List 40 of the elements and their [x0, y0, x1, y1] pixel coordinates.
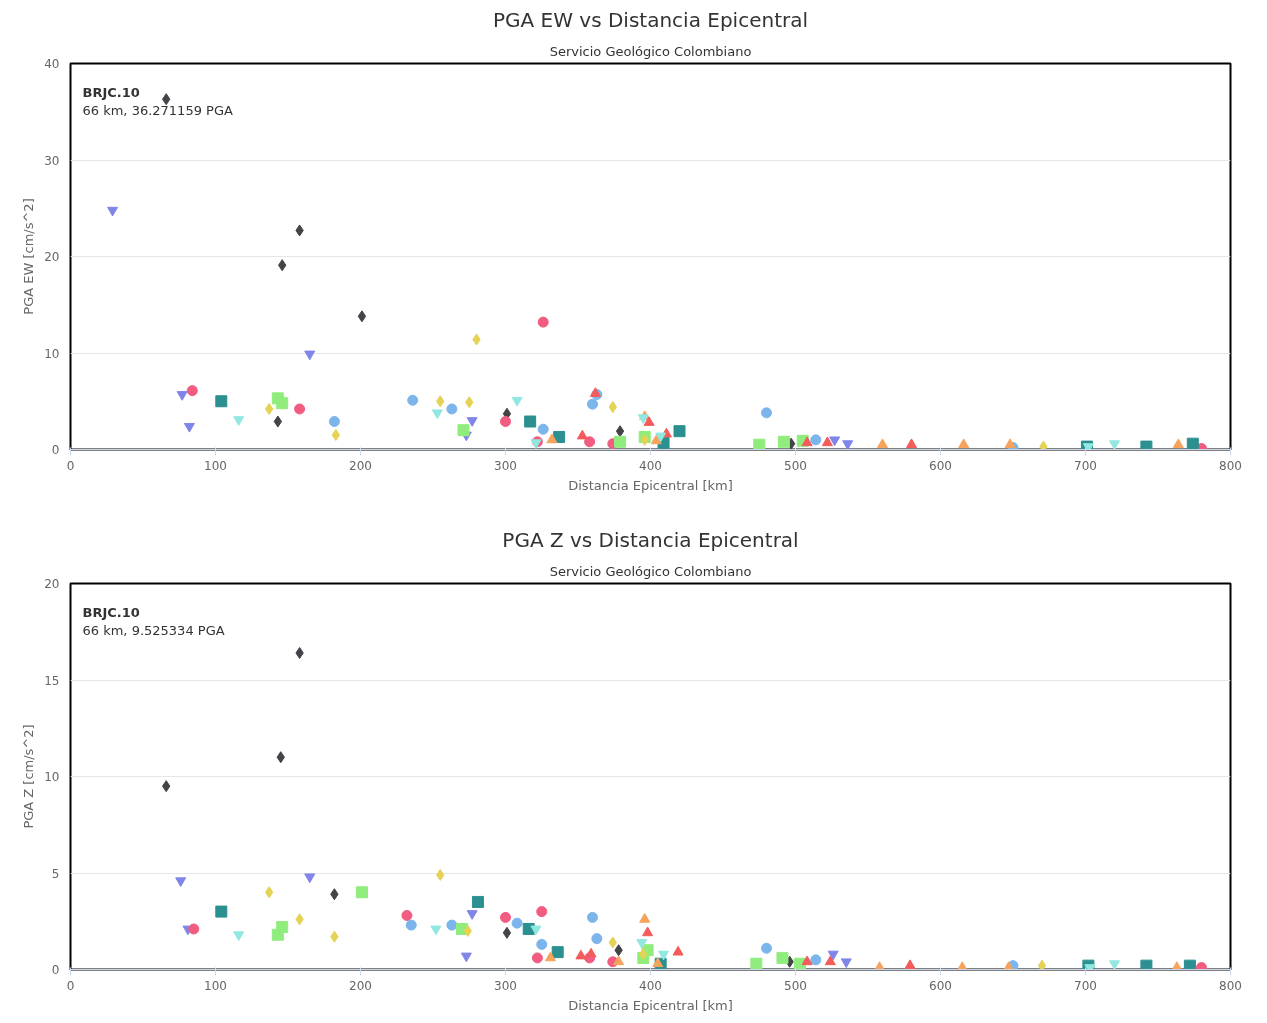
x-tick-label: 0 [66, 458, 75, 473]
x-tick-label: 600 [929, 978, 952, 993]
chart-title: PGA EW vs Distancia Epicentral [492, 7, 809, 32]
y-tick-label: 10 [44, 346, 60, 361]
x-tick-label: 200 [349, 458, 372, 473]
x-tick-label: 700 [1074, 978, 1097, 993]
x-axis-title: Distancia Epicentral [km] [568, 477, 733, 493]
y-axis-title: PGA EW [cm/s^2] [21, 198, 37, 315]
x-tick-label: 500 [784, 978, 807, 993]
x-tick-label: 700 [1074, 458, 1097, 473]
y-tick-label: 20 [44, 577, 60, 591]
annotation: BRJC.10 [82, 604, 140, 620]
y-tick-label: 40 [44, 57, 60, 71]
x-tick-label: 100 [204, 458, 227, 473]
x-tick-label: 500 [784, 458, 807, 473]
x-tick-label: 300 [494, 978, 517, 993]
x-axis-title: Distancia Epicentral [km] [568, 997, 733, 1013]
x-tick-label: 300 [494, 458, 517, 473]
y-tick-label: 30 [44, 153, 60, 168]
x-tick-label: 0 [66, 978, 75, 993]
x-tick-label: 100 [204, 978, 227, 993]
chart-title: PGA Z vs Distancia Epicentral [502, 527, 799, 552]
x-tick-label: 800 [1219, 458, 1242, 473]
x-tick-label: 200 [349, 978, 372, 993]
annotation: 66 km, 9.525334 PGA [82, 622, 225, 638]
annotation: 66 km, 36.271159 PGA [82, 102, 233, 118]
x-tick-label: 600 [929, 458, 952, 473]
chart-subtitle: Servicio Geológico Colombiano [549, 43, 752, 59]
annotation: BRJC.10 [82, 84, 140, 100]
y-tick-label: 10 [44, 770, 60, 784]
chart-subtitle: Servicio Geológico Colombiano [549, 563, 752, 579]
y-tick-label: 0 [51, 963, 60, 977]
x-tick-label: 400 [639, 458, 662, 473]
y-axis-title: PGA Z [cm/s^2] [21, 724, 37, 829]
x-tick-label: 400 [639, 978, 662, 993]
y-tick-label: 0 [51, 443, 60, 457]
y-tick-label: 5 [51, 866, 60, 881]
x-tick-label: 800 [1219, 978, 1242, 993]
y-tick-label: 15 [44, 673, 60, 688]
y-tick-label: 20 [44, 250, 60, 264]
